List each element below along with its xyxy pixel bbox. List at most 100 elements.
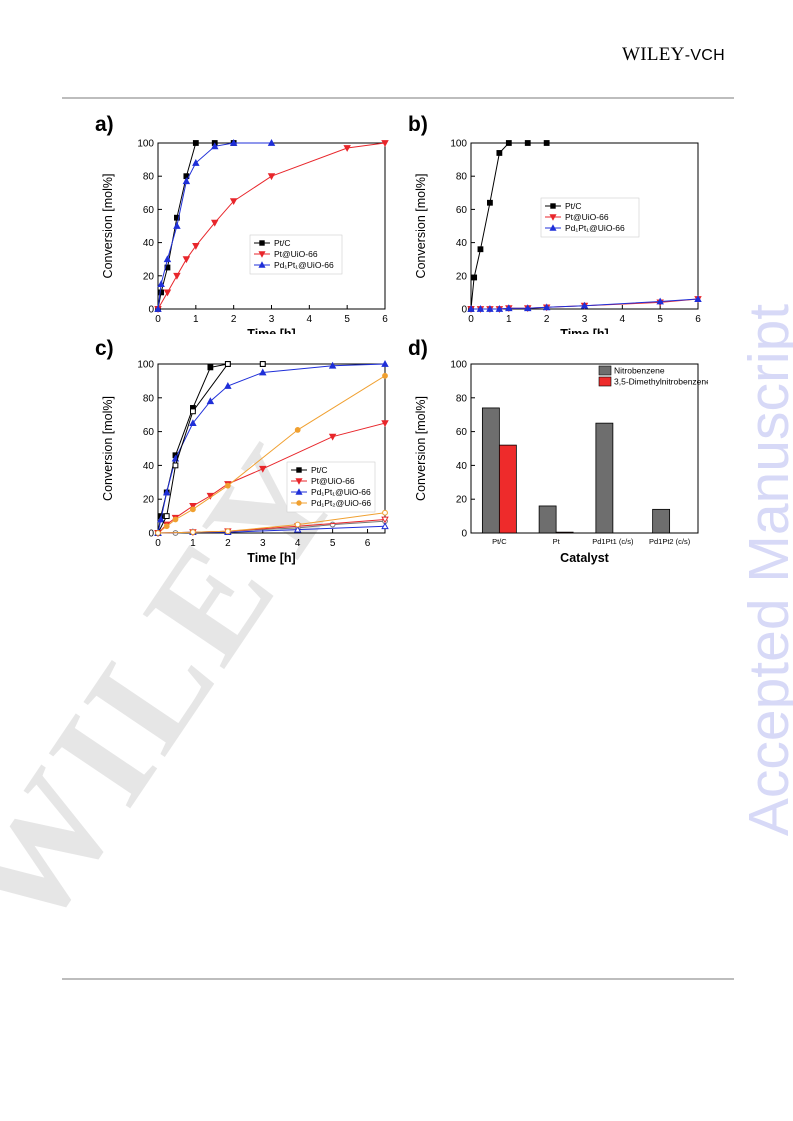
chart-panel-a: a) 0 20 40 60 80 100 0 1 2 3 4 5 6 Time [h] Conversion … bbox=[95, 113, 389, 334]
series-line bbox=[470, 142, 547, 310]
legend-marker bbox=[549, 214, 557, 221]
legend-marker bbox=[295, 488, 303, 495]
y-tick-label: 0 bbox=[148, 529, 154, 540]
data-point bbox=[487, 199, 493, 206]
x-tick-label: 3 bbox=[582, 314, 588, 325]
data-point bbox=[542, 303, 551, 311]
series-line bbox=[471, 298, 699, 310]
y-tick-label: 60 bbox=[143, 427, 155, 438]
legend-swatch bbox=[598, 365, 612, 376]
legend-label: Nitrobenzene bbox=[614, 366, 665, 376]
data-point bbox=[163, 513, 170, 519]
panel-label: c) bbox=[95, 337, 114, 360]
data-point bbox=[207, 364, 214, 371]
data-point bbox=[192, 243, 200, 250]
y-tick-label: 80 bbox=[456, 172, 468, 183]
legend-label: Pd₁Pt₁@UiO-66 bbox=[311, 487, 371, 497]
legend-marker bbox=[549, 224, 557, 231]
bar bbox=[498, 444, 517, 534]
data-point bbox=[580, 301, 589, 309]
x-tick-label: 0 bbox=[155, 538, 161, 549]
plot-frame bbox=[157, 363, 386, 534]
data-point bbox=[229, 139, 238, 146]
data-point bbox=[182, 177, 191, 185]
panel-label: b) bbox=[408, 113, 428, 136]
y-tick-label: 40 bbox=[143, 461, 155, 472]
x-tick-label: 1 bbox=[506, 314, 512, 325]
y-tick-label: 20 bbox=[456, 271, 468, 282]
chart-panel-c: c) 0 20 40 60 80 100 0 1 2 3 4 5 6 Time [h] Conversion … bbox=[95, 337, 389, 565]
legend-marker bbox=[258, 251, 266, 258]
publisher-name: WILEY bbox=[622, 44, 685, 65]
y-tick-label: 100 bbox=[137, 360, 154, 371]
legend-label: Pd₁Pt₂@UiO-66 bbox=[311, 498, 371, 508]
x-axis-title: Time [h] bbox=[560, 327, 608, 334]
category-label: Pt/C bbox=[492, 537, 507, 546]
data-point bbox=[656, 297, 664, 305]
data-point bbox=[190, 408, 196, 415]
data-point bbox=[189, 419, 197, 427]
chart-panel-d: d) 0 20 40 60 80 100 Catalyst Conversion [mol%] P… bbox=[408, 337, 708, 565]
x-tick-label: 5 bbox=[657, 314, 663, 325]
data-point bbox=[294, 427, 301, 433]
legend-label: Pd₁Pt₁@UiO-66 bbox=[565, 223, 625, 233]
accepted-manuscript-stamp: Accepted Manuscript bbox=[737, 303, 793, 837]
data-point bbox=[158, 289, 165, 296]
x-tick-label: 0 bbox=[155, 314, 161, 325]
legend-marker bbox=[259, 240, 265, 246]
y-tick-label: 20 bbox=[143, 271, 155, 282]
x-tick-label: 5 bbox=[330, 538, 336, 549]
y-tick-label: 80 bbox=[143, 393, 155, 404]
x-tick-label: 0 bbox=[468, 314, 474, 325]
y-tick-label: 20 bbox=[143, 495, 155, 506]
data-point bbox=[224, 361, 231, 367]
x-tick-label: 2 bbox=[231, 314, 237, 325]
category-label: Pt bbox=[553, 537, 561, 546]
plot-frame bbox=[157, 142, 386, 310]
data-point bbox=[211, 142, 219, 150]
data-point bbox=[694, 295, 702, 302]
y-tick-label: 100 bbox=[450, 139, 467, 150]
data-point bbox=[229, 198, 238, 206]
x-tick-label: 1 bbox=[193, 314, 199, 325]
data-point bbox=[163, 255, 172, 263]
legend-label: Pt@UiO-66 bbox=[311, 476, 355, 486]
x-tick-label: 3 bbox=[260, 538, 266, 549]
legend-marker bbox=[296, 500, 302, 506]
data-point bbox=[174, 214, 180, 221]
data-point bbox=[381, 516, 389, 524]
data-point bbox=[467, 305, 475, 312]
data-point bbox=[381, 360, 389, 367]
data-point bbox=[259, 368, 267, 376]
data-point bbox=[486, 305, 494, 312]
legend-label: Pt/C bbox=[311, 465, 328, 475]
data-point bbox=[524, 140, 531, 146]
data-point bbox=[328, 433, 337, 441]
series-line bbox=[157, 363, 263, 534]
data-point bbox=[224, 528, 231, 535]
y-tick-label: 60 bbox=[143, 205, 155, 216]
y-tick-label: 0 bbox=[148, 305, 154, 316]
x-tick-label: 5 bbox=[344, 314, 350, 325]
header-rule bbox=[62, 97, 734, 99]
x-axis-title: Catalyst bbox=[560, 551, 609, 565]
legend-marker bbox=[550, 203, 556, 209]
data-point bbox=[524, 304, 532, 312]
category-label: Pd1Pt1 (c/s) bbox=[592, 537, 634, 546]
data-point bbox=[206, 397, 215, 405]
data-point bbox=[505, 140, 512, 146]
category-label: Pd1Pt2 (c/s) bbox=[649, 537, 691, 546]
panel-label: d) bbox=[408, 337, 428, 360]
data-point bbox=[496, 150, 503, 156]
data-point bbox=[154, 305, 162, 312]
chart-panel-b: b) 0 20 40 60 80 100 0 1 2 3 4 5 6 Time [h] Conversion … bbox=[408, 113, 702, 334]
data-point bbox=[382, 372, 388, 379]
legend-label: Pt/C bbox=[274, 238, 291, 248]
data-point bbox=[259, 465, 267, 473]
x-tick-label: 2 bbox=[225, 538, 231, 549]
bar bbox=[555, 531, 574, 534]
data-point bbox=[471, 274, 478, 281]
x-tick-label: 3 bbox=[269, 314, 275, 325]
data-point bbox=[293, 525, 302, 533]
y-axis-title: Conversion [mol%] bbox=[101, 396, 115, 501]
